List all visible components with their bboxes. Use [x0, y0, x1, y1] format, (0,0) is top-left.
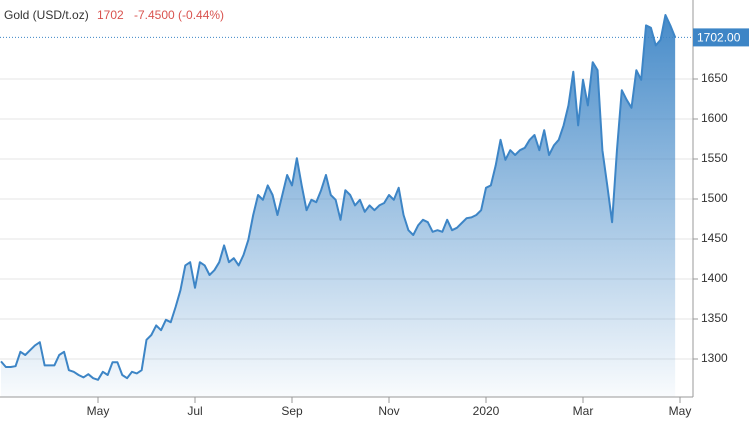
x-tick-label: Nov — [378, 404, 399, 418]
x-tick-label: May — [87, 404, 110, 418]
area-fill — [1, 15, 676, 397]
x-tick-label: Mar — [573, 404, 594, 418]
plot-area — [0, 14, 693, 397]
x-tick-label: 2020 — [473, 404, 500, 418]
y-tick-label: 1550 — [701, 151, 728, 165]
price-tag — [693, 28, 749, 47]
y-tick-label: 1450 — [701, 231, 728, 245]
y-tick-label: 1650 — [701, 71, 728, 85]
y-tick-label: 1500 — [701, 191, 728, 205]
y-tick-label: 1350 — [701, 311, 728, 325]
y-tick-label: 1400 — [701, 271, 728, 285]
x-tick-label: May — [669, 404, 692, 418]
y-tick-label: 1600 — [701, 111, 728, 125]
instrument-name: Gold (USD/t.oz) — [4, 8, 89, 22]
change: -7.4500 (-0.44%) — [134, 8, 224, 22]
price: 1702 — [97, 8, 124, 22]
y-tick-label: 1300 — [701, 351, 728, 365]
price-line — [0, 14, 677, 381]
x-tick-label: Sep — [281, 404, 303, 418]
price-tag-label: 1702.00 — [697, 31, 741, 45]
x-tick-label: Jul — [187, 404, 202, 418]
